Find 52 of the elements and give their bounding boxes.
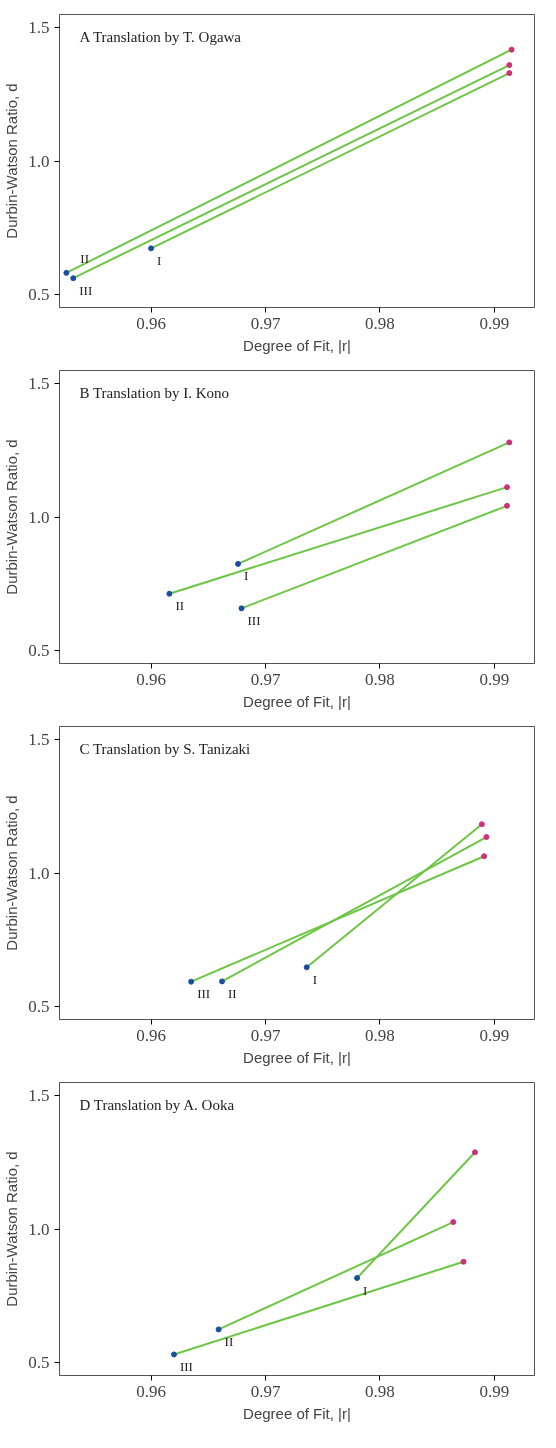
x-tick-label: 0.98 (365, 1025, 395, 1045)
series-label: I (363, 1282, 368, 1298)
text: C Translation by S. Tanizaki (79, 740, 251, 757)
x-tick-label: 0.96 (136, 1025, 166, 1045)
series-label: III (247, 612, 261, 628)
series-label: II (175, 598, 185, 614)
y-tick-label: 0.5 (28, 284, 50, 304)
y-axis-title: Durbin-Watson Ratio, d (3, 83, 21, 239)
y-axis-title: Durbin-Watson Ratio, d (3, 439, 21, 595)
series-label: III (197, 986, 211, 1002)
y-tick-label: 0.5 (28, 996, 50, 1016)
x-axis-title: Degree of Fit, |r| (243, 692, 351, 710)
x-tick-label: 0.98 (365, 669, 395, 689)
x-tick-label: 0.99 (479, 669, 510, 689)
series-label: II (228, 985, 237, 1001)
x-tick-label: 0.96 (136, 1381, 166, 1401)
x-tick-label: 0.97 (250, 669, 281, 689)
x-tick-label: 0.96 (136, 313, 166, 333)
series-label: III (179, 1358, 193, 1374)
x-axis-title: Degree of Fit, |r| (243, 1048, 351, 1066)
y-tick-label: 1.0 (28, 507, 50, 527)
x-tick-label: 0.96 (136, 669, 166, 689)
x-tick-label: 0.99 (479, 1025, 510, 1045)
x-tick-label: 0.99 (479, 313, 510, 333)
x-axis-title: Degree of Fit, |r| (243, 1404, 351, 1422)
x-axis-title: Degree of Fit, |r| (243, 336, 351, 354)
x-tick-label: 0.99 (479, 1381, 510, 1401)
y-tick-label: 1.5 (28, 374, 50, 394)
series-label: II (224, 1333, 234, 1349)
x-tick-label: 0.97 (250, 1025, 281, 1045)
y-axis-title: Durbin-Watson Ratio, d (3, 795, 21, 951)
series-label: I (157, 252, 162, 268)
y-tick-label: 1.5 (28, 18, 50, 38)
x-tick-label: 0.97 (250, 1381, 281, 1401)
x-tick-label: 0.98 (365, 1381, 395, 1401)
y-tick-label: 1.0 (28, 863, 50, 883)
y-tick-label: 1.0 (28, 1219, 50, 1239)
y-tick-label: 0.5 (28, 640, 50, 660)
y-tick-label: 1.5 (28, 730, 50, 750)
y-tick-label: 1.5 (28, 1086, 50, 1106)
series-label: I (244, 568, 249, 584)
text: A Translation by T. Ogawa (79, 28, 242, 45)
series-label: II (80, 251, 90, 267)
x-tick-label: 0.97 (250, 313, 281, 333)
text: D Translation by A. Ooka (79, 1096, 235, 1113)
y-axis-title: Durbin-Watson Ratio, d (3, 1151, 21, 1307)
series-label: I (312, 971, 318, 987)
y-tick-label: 0.5 (28, 1352, 50, 1372)
text: B Translation by I. Kono (79, 384, 230, 401)
x-tick-label: 0.98 (365, 313, 395, 333)
series-label: III (79, 282, 93, 298)
y-tick-label: 1.0 (28, 151, 50, 171)
